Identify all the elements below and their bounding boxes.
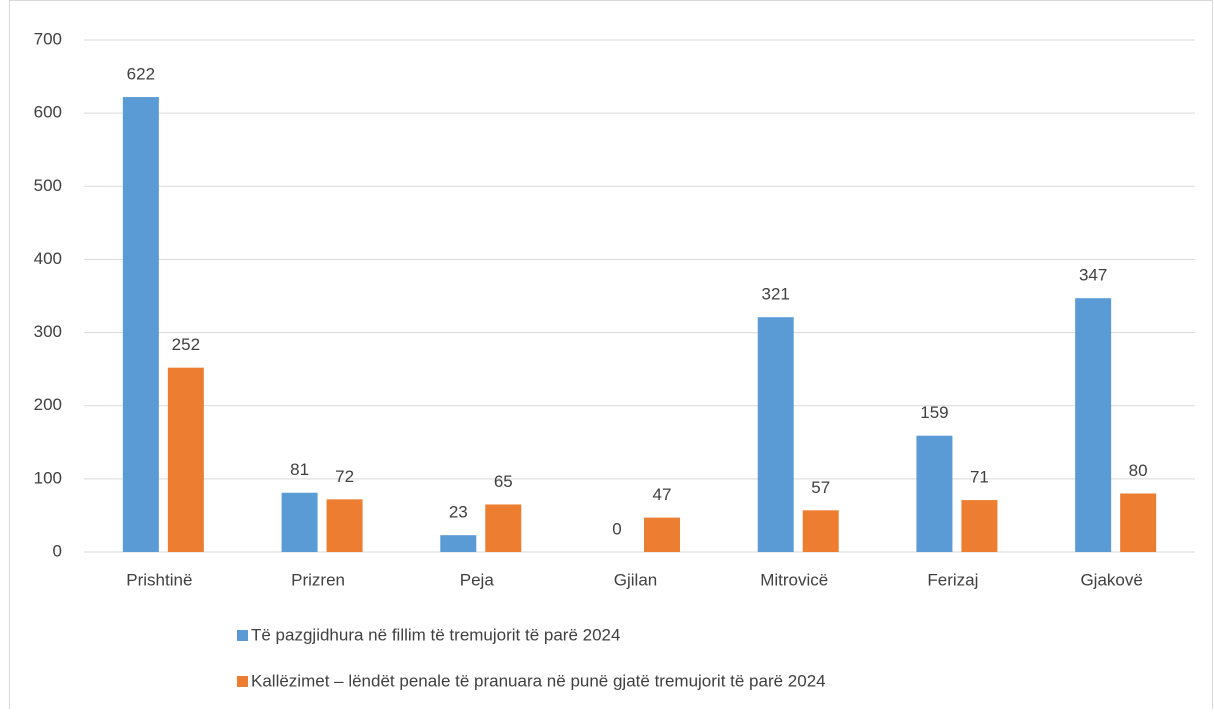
bar xyxy=(644,517,680,552)
y-tick-label: 100 xyxy=(34,468,62,487)
bar xyxy=(1075,298,1112,552)
data-label: 57 xyxy=(811,478,830,497)
y-tick-label: 300 xyxy=(34,322,62,341)
data-label: 252 xyxy=(172,335,200,354)
data-label: 80 xyxy=(1129,461,1148,480)
x-tick-label: Peja xyxy=(460,570,495,589)
x-tick-label: Mitrovicë xyxy=(760,570,828,589)
data-label: 321 xyxy=(762,285,790,304)
data-label: 71 xyxy=(970,468,989,487)
data-label: 72 xyxy=(335,467,354,486)
y-tick-label: 400 xyxy=(34,249,62,268)
y-tick-label: 200 xyxy=(34,395,62,414)
legend-label: Të pazgjidhura në fillim të tremujorit t… xyxy=(251,625,620,644)
y-tick-label: 600 xyxy=(34,103,62,122)
bar xyxy=(326,499,363,552)
bar xyxy=(167,367,204,552)
data-label: 159 xyxy=(920,403,948,422)
data-label: 47 xyxy=(653,485,672,504)
y-tick-label: 0 xyxy=(53,541,62,560)
bar xyxy=(802,510,839,552)
y-tick-label: 500 xyxy=(34,176,62,195)
data-label: 347 xyxy=(1079,266,1107,285)
x-tick-label: Prishtinë xyxy=(126,570,192,589)
chart-frame xyxy=(9,0,1213,714)
x-tick-label: Ferizaj xyxy=(927,570,978,589)
bar xyxy=(1120,493,1157,552)
data-label: 81 xyxy=(290,460,309,479)
x-tick-label: Prizren xyxy=(291,570,345,589)
bar xyxy=(281,492,318,552)
data-label: 65 xyxy=(494,472,513,491)
data-label: 622 xyxy=(127,65,155,84)
bar xyxy=(961,500,998,552)
legend-label: Kallëzimet – lëndët penale të pranuara n… xyxy=(251,671,826,690)
bar xyxy=(122,97,159,553)
data-label: 23 xyxy=(449,503,468,522)
x-tick-label: Gjilan xyxy=(614,570,657,589)
bar xyxy=(485,504,522,552)
bar xyxy=(757,317,794,552)
legend-swatch xyxy=(237,676,248,687)
data-label: 0 xyxy=(612,519,621,538)
y-tick-label: 700 xyxy=(34,29,62,48)
bar xyxy=(440,535,477,552)
legend-swatch xyxy=(237,630,248,641)
x-tick-label: Gjakovë xyxy=(1080,570,1142,589)
bar xyxy=(916,435,953,552)
